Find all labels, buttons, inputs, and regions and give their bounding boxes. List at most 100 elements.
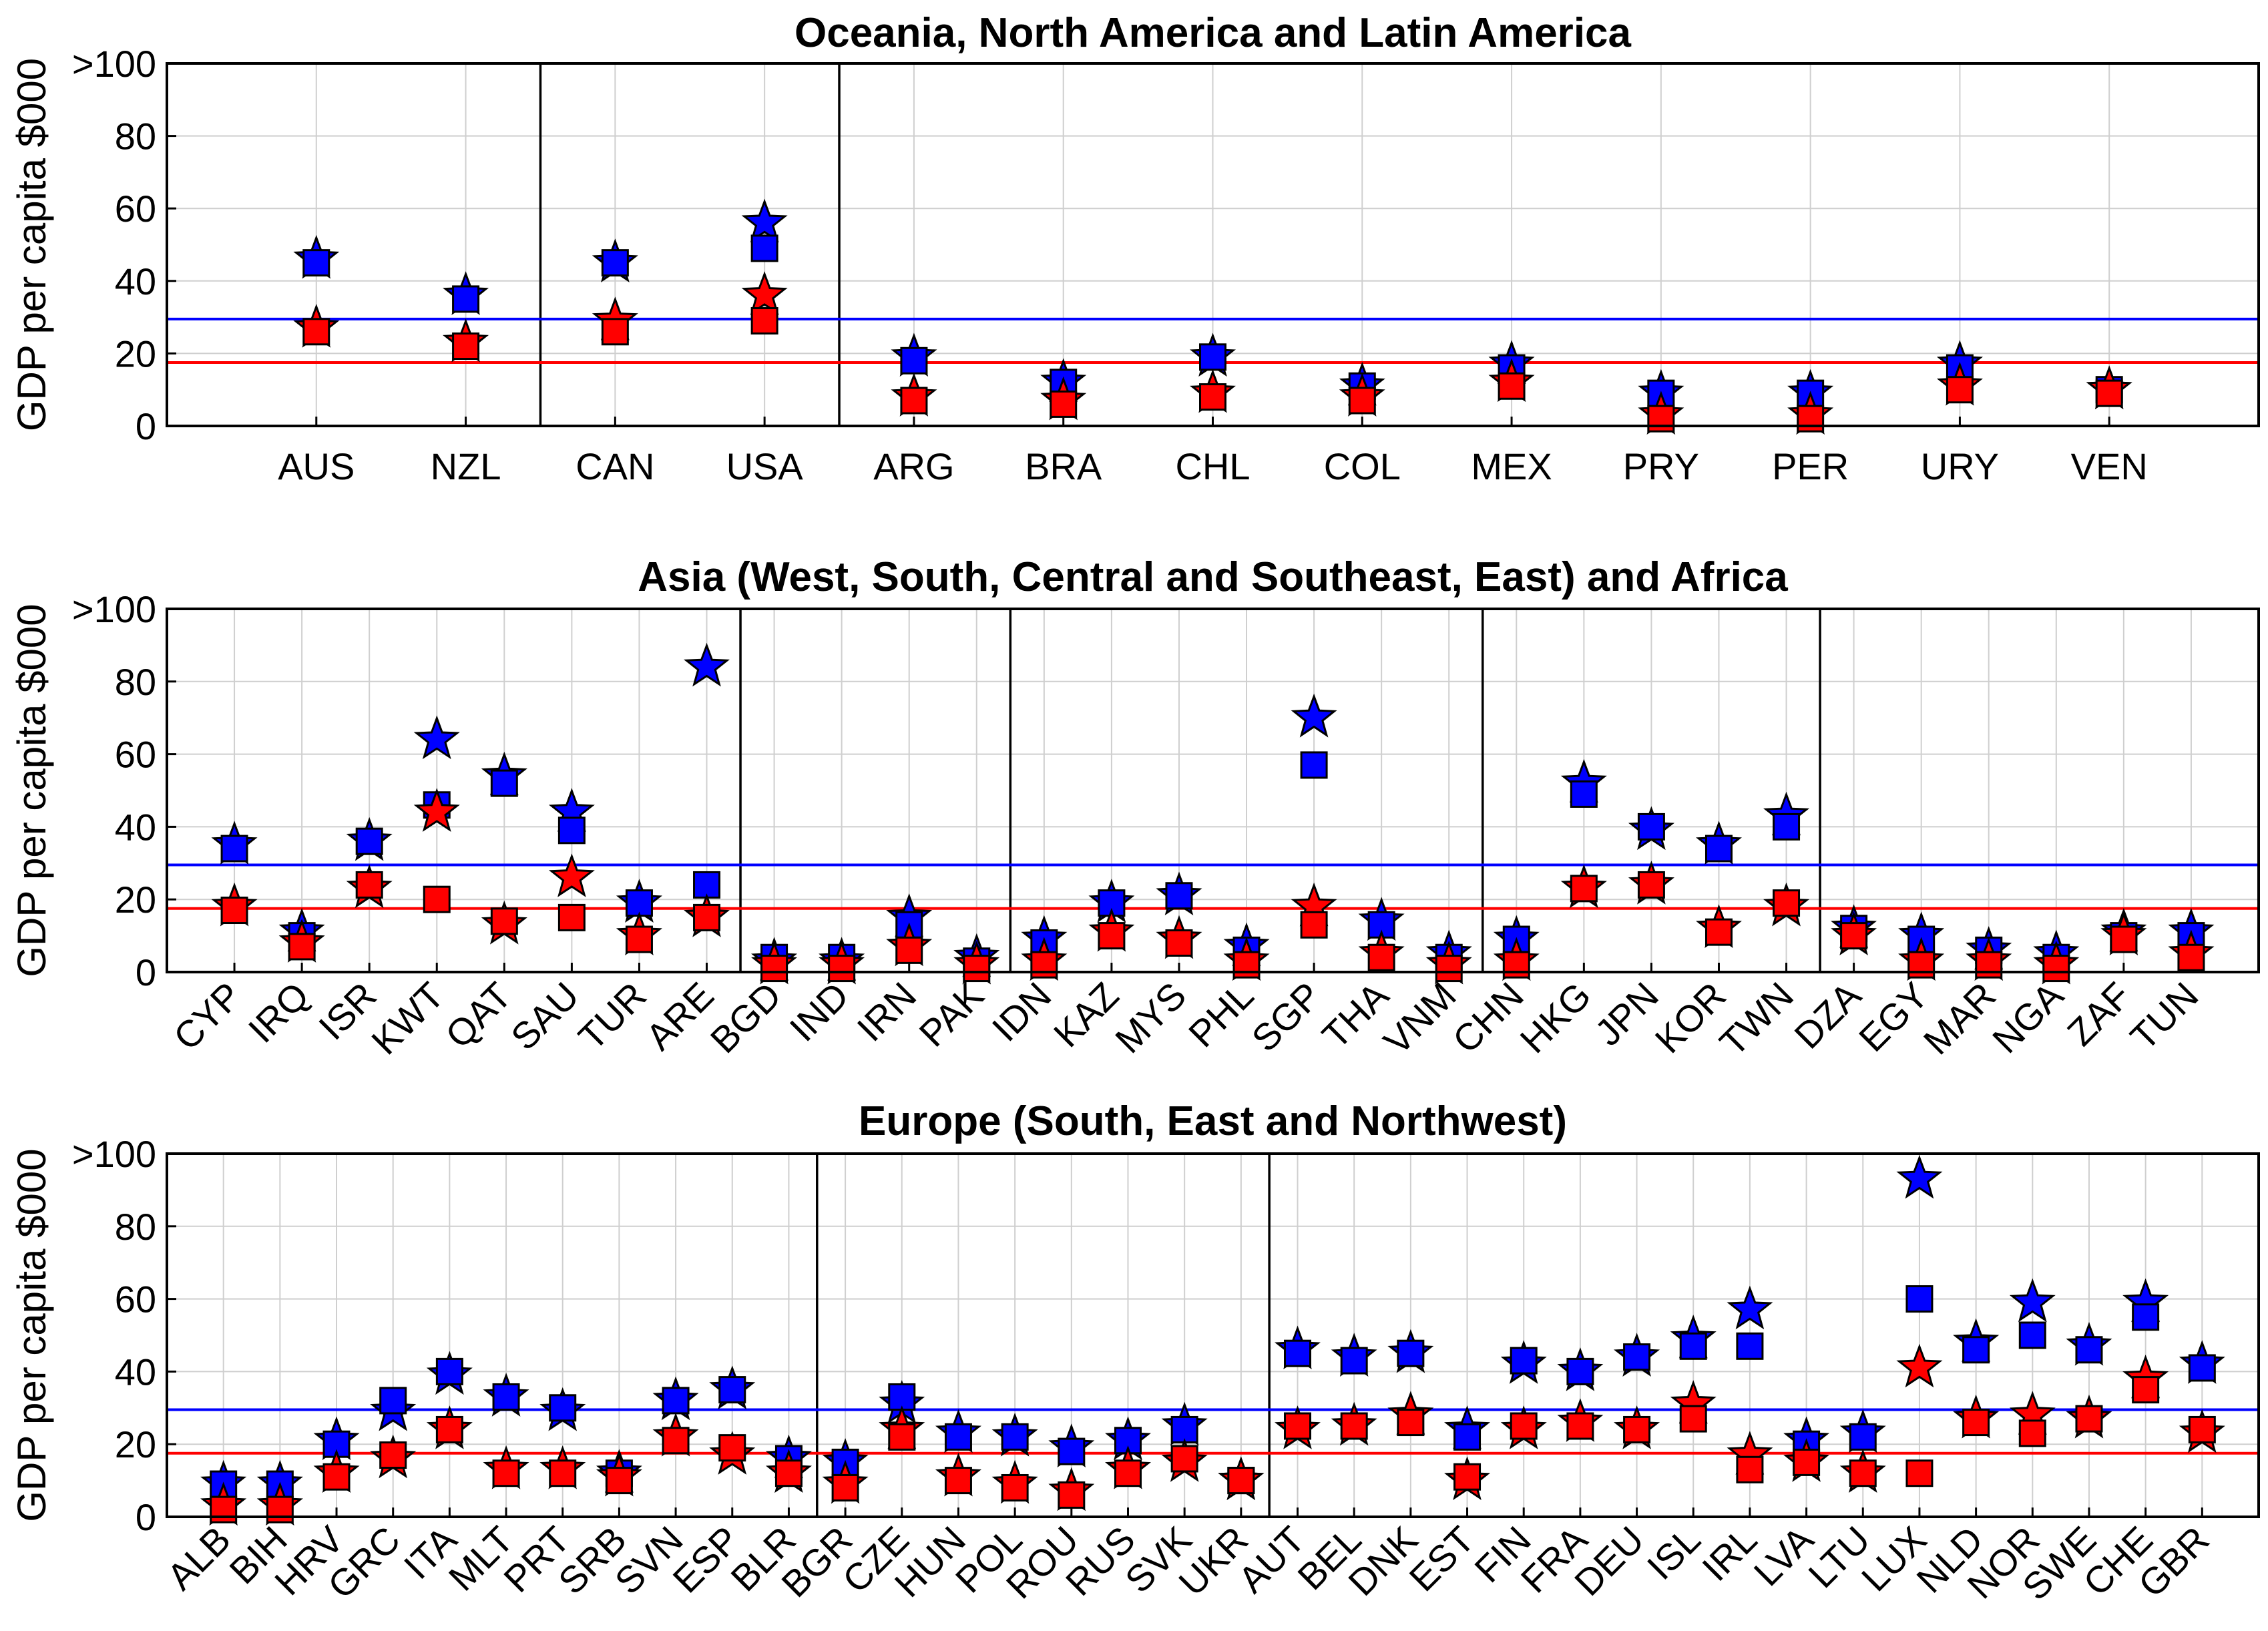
marker-blue-square-aut [1284,1339,1312,1367]
marker-red-square-sgp [1300,911,1328,939]
marker-red-square-lva [1793,1448,1821,1476]
marker-red-square-cze [888,1423,916,1451]
marker-blue-square-isl [1679,1332,1707,1360]
marker-red-square-hrv [322,1463,351,1491]
panel-oceania-americas: Oceania, North America and Latin America… [9,10,2260,487]
x-tick-label-chn: CHN [1444,974,1531,1061]
x-tick-label-egy: EGY [1851,974,1936,1060]
marker-red-square-isr [355,871,383,899]
plot-frame [166,1152,2260,1518]
marker-red-square-sau [557,903,586,931]
marker-blue-star-usa [741,198,788,243]
y-tick-label: 40 [115,260,156,302]
marker-red-square-col [1348,387,1376,415]
chart-title: Asia (West, South, Central and Southeast… [638,554,1788,600]
x-tick-label-dza: DZA [1786,973,1869,1056]
y-tick-label: 0 [136,405,156,447]
chart-title: Oceania, North America and Latin America [795,10,1632,56]
marker-red-square-mex [1498,372,1526,400]
marker-blue-square-swe [2075,1336,2103,1364]
marker-blue-square-sau [557,817,586,845]
marker-blue-star-lux [1896,1154,1943,1199]
marker-blue-square-esp [718,1376,746,1404]
panel-asia-africa: Asia (West, South, Central and Southeast… [9,554,2260,1064]
marker-blue-square-bel [1340,1347,1368,1375]
marker-blue-square-twn [1773,812,1801,841]
marker-red-square-bgd [760,955,788,983]
marker-blue-square-pol [1001,1423,1029,1451]
y-tick-label: 80 [115,115,156,158]
marker-red-square-est [1453,1463,1482,1491]
x-tick-label-can: CAN [576,445,654,487]
plot-frame [166,62,2260,427]
marker-blue-star-kwt [413,715,460,760]
y-tick-label: 0 [136,1496,156,1538]
x-tick-label-per: PER [1772,445,1849,487]
marker-red-square-zaf [2110,925,2138,953]
marker-red-square-idn [1030,951,1058,979]
y-tick-label: 60 [115,1278,156,1321]
x-tick-label-sgp: SGP [1243,974,1329,1060]
marker-blue-star-nor [2009,1278,2056,1323]
x-tick-label-cyp: CYP [166,974,250,1058]
marker-blue-square-nld [1962,1336,1990,1364]
x-tick-label-arg: ARG [873,445,954,487]
plot-frame [166,608,2260,973]
marker-red-square-jpn [1637,871,1665,899]
marker-blue-square-usa [750,234,778,262]
marker-blue-square-rou [1058,1437,1086,1465]
marker-red-square-irq [288,933,316,961]
x-tick-label-nzl: NZL [431,445,501,487]
x-tick-label-kor: KOR [1647,974,1734,1061]
y-tick-label: 60 [115,734,156,776]
marker-red-square-dza [1840,922,1868,950]
x-tick-label-mex: MEX [1471,445,1552,487]
marker-red-square-chl [1199,383,1226,411]
marker-red-square-kwt [423,885,451,913]
marker-blue-square-grc [379,1387,407,1415]
x-tick-label-qat: QAT [437,974,519,1056]
marker-blue-square-est [1453,1423,1482,1451]
marker-red-square-cyp [220,897,248,925]
marker-red-square-bra [1050,390,1078,418]
x-tick-label-usa: USA [726,445,804,487]
marker-red-square-irl [1736,1455,1764,1483]
y-tick-label: >100 [72,43,156,85]
y-tick-label: >100 [72,1133,156,1175]
y-tick-label: 40 [115,1351,156,1393]
x-tick-label-sau: SAU [503,974,587,1058]
marker-red-square-ltu [1849,1459,1877,1487]
x-tick-label-ury: URY [1921,445,1999,487]
x-tick-label-are: ARE [638,974,722,1058]
marker-red-star-kwt [413,788,460,832]
marker-blue-square-dnk [1397,1339,1425,1367]
marker-blue-square-hun [944,1423,972,1451]
marker-blue-square-nzl [452,285,480,313]
marker-red-square-arg [900,387,928,415]
marker-red-square-blr [774,1459,803,1487]
x-tick-label-kwt: KWT [363,974,452,1063]
marker-red-square-mar [1975,951,2003,979]
marker-red-square-svn [662,1427,690,1455]
marker-blue-square-lux [1905,1285,1934,1313]
x-tick-label-bra: BRA [1025,445,1102,487]
marker-red-square-per [1797,405,1825,433]
marker-blue-square-are [693,871,721,899]
y-tick-label: 80 [115,661,156,703]
marker-red-square-vnm [1435,955,1463,983]
marker-red-square-aut [1284,1412,1312,1440]
marker-red-square-esp [718,1434,746,1462]
marker-red-square-isl [1679,1405,1707,1433]
marker-blue-square-arg [900,346,928,375]
marker-red-square-ukr [1227,1467,1255,1495]
marker-red-square-ind [828,955,856,983]
marker-red-square-che [2132,1376,2160,1404]
marker-red-square-hkg [1570,875,1598,903]
marker-red-square-are [693,903,721,931]
marker-red-square-nor [2018,1419,2046,1447]
x-tick-label-mar: MAR [1915,974,2004,1063]
marker-red-square-phl [1232,951,1261,979]
marker-blue-square-qat [490,769,518,797]
marker-red-square-kaz [1098,922,1126,950]
